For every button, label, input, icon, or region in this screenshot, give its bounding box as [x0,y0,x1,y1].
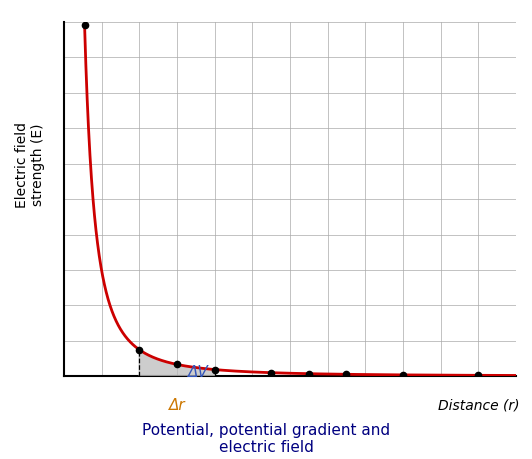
Text: Δr: Δr [169,397,185,413]
Polygon shape [139,350,214,376]
Text: Electric field
strength (E): Electric field strength (E) [15,122,45,207]
Text: ΔV: ΔV [188,364,209,379]
Text: Potential, potential gradient and
electric field: Potential, potential gradient and electr… [142,422,390,454]
Text: Distance (r): Distance (r) [438,397,520,412]
